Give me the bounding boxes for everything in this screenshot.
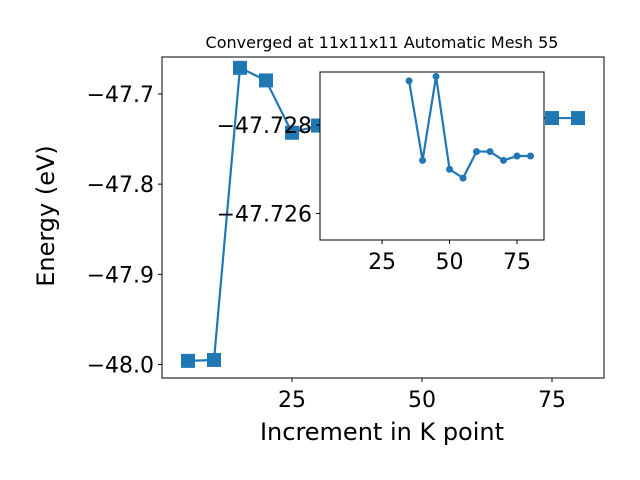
data-point bbox=[545, 111, 559, 126]
data-point bbox=[207, 352, 221, 367]
data-point bbox=[571, 111, 585, 126]
data-point bbox=[181, 353, 195, 368]
x-tick-label: 25 bbox=[368, 250, 396, 275]
main-axis-ticks: 25 50 75 −48.0 −47.9 −47.8 −47.7 bbox=[87, 83, 566, 413]
chart-title: Converged at 11x11x11 Automatic Mesh 55 bbox=[206, 33, 559, 52]
inset-plot-area bbox=[405, 72, 535, 182]
data-point bbox=[405, 77, 413, 85]
y-tick-label: −47.7 bbox=[87, 83, 154, 108]
data-point bbox=[527, 152, 535, 160]
data-point bbox=[259, 73, 273, 88]
data-point bbox=[446, 165, 454, 173]
data-point bbox=[285, 125, 299, 140]
data-point bbox=[513, 152, 521, 160]
y-tick-label: −47.726 bbox=[217, 202, 312, 227]
y-tick-label: −47.9 bbox=[87, 263, 154, 288]
data-point bbox=[233, 60, 247, 75]
x-tick-label: 50 bbox=[436, 250, 464, 275]
data-point bbox=[486, 148, 494, 156]
y-axis-label: Energy (eV) bbox=[32, 145, 60, 287]
y-tick-label: −48.0 bbox=[87, 353, 154, 378]
data-point bbox=[500, 156, 508, 164]
x-tick-label: 25 bbox=[278, 388, 306, 413]
data-point bbox=[419, 156, 427, 164]
x-tick-label: 50 bbox=[408, 388, 436, 413]
y-tick-label: −47.728 bbox=[217, 114, 312, 139]
main-axes-frame bbox=[161, 56, 605, 379]
data-point bbox=[459, 174, 467, 182]
x-tick-label: 75 bbox=[538, 388, 566, 413]
x-tick-label: 75 bbox=[503, 250, 531, 275]
series-line bbox=[407, 75, 531, 180]
inset-axes-frame bbox=[319, 71, 545, 241]
data-point bbox=[473, 148, 481, 156]
inset-chart: 25 50 75 −47.728 −47.726 bbox=[217, 71, 545, 275]
data-point bbox=[432, 72, 440, 80]
inset-axis-ticks: 25 50 75 −47.728 −47.726 bbox=[217, 114, 531, 275]
y-tick-label: −47.8 bbox=[87, 173, 154, 198]
x-axis-label: Increment in K point bbox=[260, 418, 504, 446]
